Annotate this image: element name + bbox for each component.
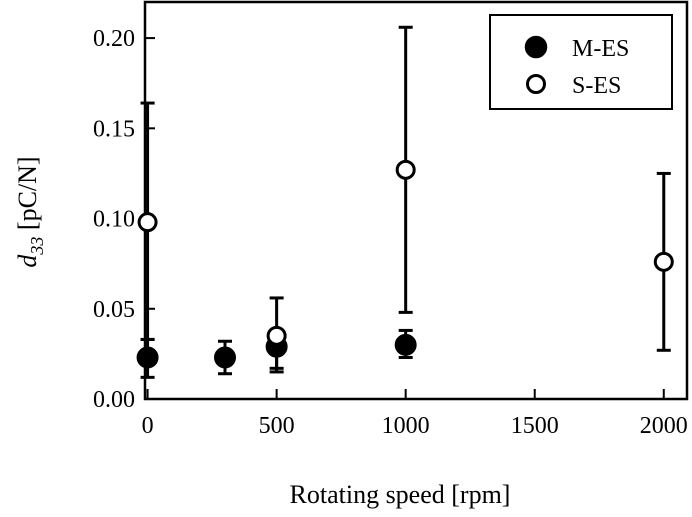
y-tick-label: 0.15	[93, 116, 135, 142]
data-point-m-es	[136, 346, 159, 369]
legend-label-m-es: M-ES	[572, 36, 629, 62]
x-axis-ticks: 0 500 1000 1500 2000	[142, 389, 688, 439]
data-point-s-es	[653, 251, 674, 272]
x-tick-label: 2000	[640, 413, 688, 439]
data-point-m-es	[214, 346, 237, 369]
x-tick-label: 1000	[382, 413, 430, 439]
legend-label-s-es: S-ES	[572, 73, 621, 99]
data-point-s-es	[137, 212, 158, 233]
y-axis-ticks: 0.00 0.05 0.10 0.15 0.20	[93, 26, 155, 413]
y-tick-label: 0.05	[93, 297, 135, 323]
data-point-s-es	[266, 325, 287, 346]
y-axis-label-subscript: 33	[27, 237, 47, 256]
y-tick-label: 0.00	[93, 387, 135, 413]
plot-frame	[143, 0, 689, 401]
y-axis-label-symbol: d	[13, 254, 42, 268]
legend-marker-s-es	[526, 74, 546, 94]
x-axis-label: Rotating speed [rpm]	[290, 480, 511, 509]
legend-box	[489, 14, 673, 110]
x-tick-label: 500	[259, 413, 295, 439]
y-tick-label: 0.20	[93, 26, 135, 52]
y-axis-label-unit: [pC/N]	[13, 156, 42, 236]
y-tick-label: 0.10	[93, 207, 135, 233]
legend: M-ES S-ES	[489, 14, 673, 110]
plot-area: 0 500 1000 1500 2000 0.00 0.05 0.10 0.15 0.20	[93, 0, 689, 439]
series-s-es	[137, 25, 674, 370]
legend-marker-m-es	[524, 35, 548, 59]
x-tick-label: 0	[142, 413, 154, 439]
data-point-m-es	[394, 333, 417, 356]
x-tick-label: 1500	[511, 413, 559, 439]
y-axis-label: d33 [pC/N]	[13, 156, 47, 267]
series-layer	[136, 25, 674, 379]
data-point-s-es	[395, 159, 416, 180]
